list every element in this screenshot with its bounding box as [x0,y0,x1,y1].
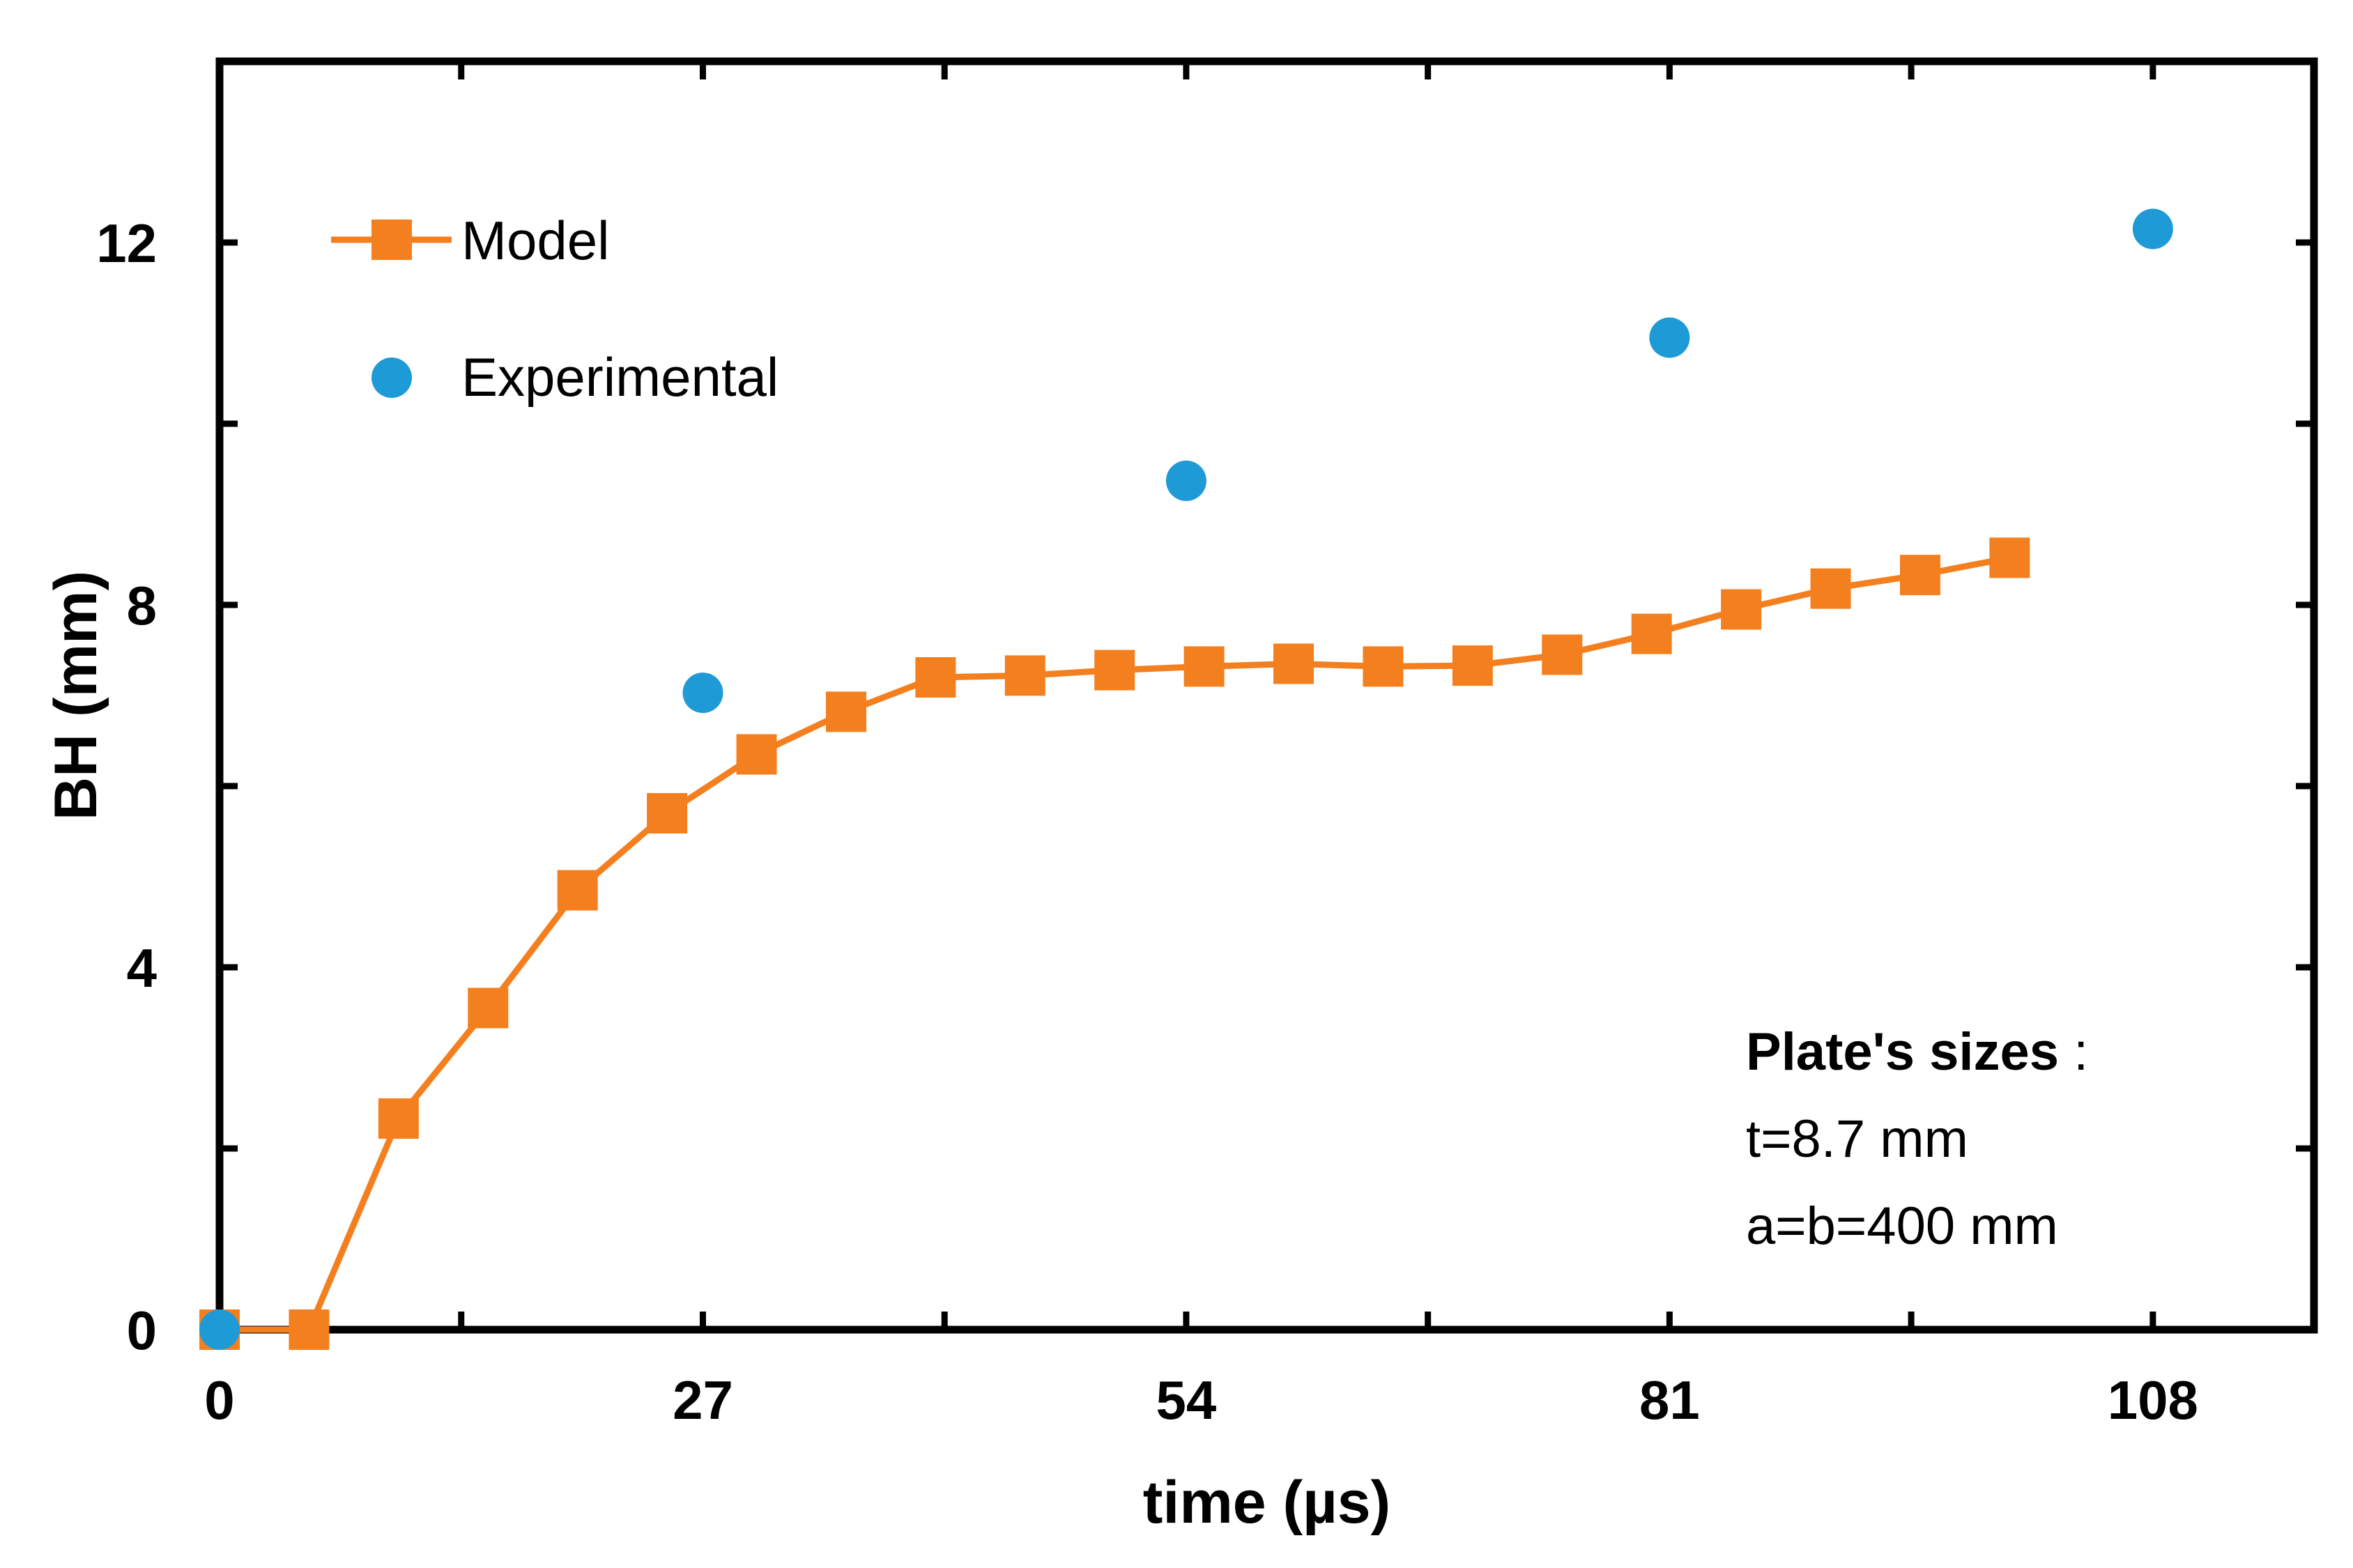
plate-sizes-annotation: Plate's sizes : t=8.7 mm a=b=400 mm [1746,1022,2088,1256]
y-axis-title: BH (mm) [43,571,109,820]
experimental-point [2132,208,2173,249]
model-point [647,793,688,833]
x-tick-label: 81 [1639,1369,1700,1431]
model-point [1363,646,1404,687]
model-point [1721,589,1762,630]
legend-experimental-label: Experimental [461,346,779,408]
x-tick-label: 108 [2108,1369,2198,1431]
annotation-title-line: Plate's sizes : [1746,1022,2088,1082]
x-tick-label: 0 [204,1369,234,1431]
y-tick-label: 8 [127,575,157,636]
x-axis-title: time (µs) [1143,1469,1390,1536]
annotation-title: Plate's sizes [1746,1022,2059,1082]
x-tick-label: 27 [673,1369,733,1431]
legend-experimental-circle-icon [371,358,412,398]
legend-model-square-icon [371,220,412,260]
model-point [1989,537,2030,578]
model-point [378,1098,419,1139]
legend-model-label: Model [461,210,609,271]
y-tick-label: 12 [96,213,157,274]
model-point [557,870,598,911]
model-point [1631,613,1672,654]
model-point [1899,555,1940,596]
model-point [1004,655,1045,696]
model-point [1452,645,1493,686]
plot-area-frame [215,57,2318,1334]
experimental-point [1165,460,1206,501]
x-tick-label: 54 [1156,1369,1217,1431]
model-point [1542,634,1583,675]
annotation-thickness: t=8.7 mm [1746,1109,1968,1169]
model-point [468,987,509,1029]
annotation-title-suffix: : [2059,1022,2088,1082]
tick-labels: 0 27 54 81 108 0 4 8 12 [96,213,2198,1431]
model-point [289,1309,330,1350]
model-point [1810,568,1851,609]
annotation-dimensions: a=b=400 mm [1746,1197,2058,1256]
experimental-point [682,672,723,714]
model-point [1273,643,1315,684]
y-tick-label: 4 [127,937,157,999]
model-point [915,657,956,698]
experimental-point [1649,317,1690,358]
y-tick-label: 0 [127,1300,157,1361]
model-point [736,734,777,775]
model-point [1094,650,1135,691]
experimental-point [199,1309,240,1350]
model-point [825,691,866,732]
model-point [1183,646,1225,687]
legend: Model Experimental [331,210,779,408]
series-layer [199,208,2173,1350]
